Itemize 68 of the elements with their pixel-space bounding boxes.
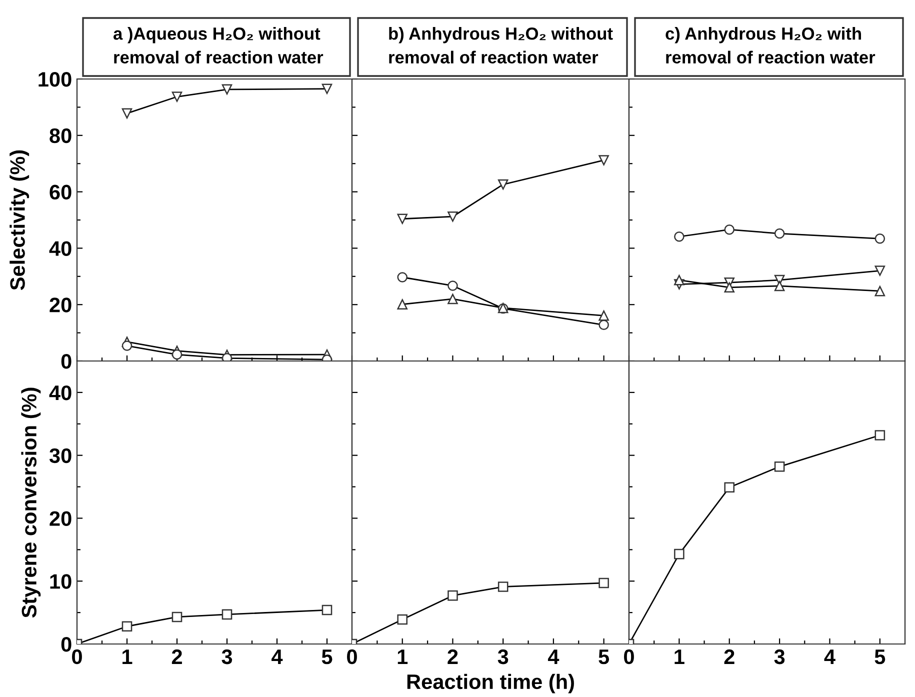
point bbox=[222, 353, 232, 361]
point bbox=[774, 280, 785, 292]
point bbox=[774, 462, 785, 472]
y-tick-label: 0 bbox=[61, 354, 72, 369]
y-tick-label: 20 bbox=[50, 298, 72, 312]
x-axis-title: Reaction time (h) bbox=[407, 674, 574, 694]
point bbox=[874, 266, 886, 276]
x-tick-label: 3 bbox=[774, 649, 785, 664]
point bbox=[448, 294, 458, 304]
point bbox=[774, 228, 785, 239]
x-tick-label: 5 bbox=[874, 650, 886, 664]
point bbox=[172, 349, 182, 360]
point bbox=[674, 548, 684, 560]
point bbox=[448, 590, 458, 601]
x-tick-label: 2 bbox=[448, 649, 458, 664]
x-tick-label: 4 bbox=[272, 650, 283, 664]
x-tick-label: 0 bbox=[624, 649, 634, 664]
x-tick-label: 4 bbox=[548, 650, 560, 664]
y-tick-label: 100 bbox=[38, 72, 72, 87]
point bbox=[598, 155, 609, 166]
y-tick-label: 40 bbox=[49, 241, 72, 256]
y-tick-label: 20 bbox=[50, 511, 72, 526]
x-tick-label: 4 bbox=[824, 650, 836, 664]
point bbox=[448, 280, 458, 291]
y-tick-label: 10 bbox=[50, 574, 72, 589]
point bbox=[598, 310, 609, 321]
point bbox=[874, 286, 886, 296]
point bbox=[724, 482, 735, 493]
point bbox=[674, 232, 684, 242]
point bbox=[322, 84, 332, 94]
y-tick-label: 0 bbox=[61, 637, 72, 652]
chart-title: b) Anhydrous H₂O₂ without removal of reaction water bbox=[389, 27, 613, 64]
x-tick-label: 0 bbox=[347, 649, 357, 664]
point bbox=[874, 233, 886, 244]
point bbox=[222, 84, 232, 95]
y-tick-label: 40 bbox=[49, 385, 72, 400]
point bbox=[122, 108, 132, 119]
point bbox=[397, 272, 408, 282]
chart-title: a )Aqueous H₂O₂ without removal of reaction water bbox=[114, 27, 324, 64]
x-tick-label: 1 bbox=[398, 650, 408, 664]
x-tick-label: 3 bbox=[222, 649, 232, 664]
point bbox=[172, 92, 182, 102]
x-tick-label: 0 bbox=[72, 649, 82, 664]
y-tick-label: 30 bbox=[49, 448, 72, 464]
x-tick-label: 1 bbox=[674, 650, 684, 664]
x-tick-label: 1 bbox=[122, 650, 132, 664]
x-tick-label: 2 bbox=[724, 649, 734, 664]
y-tick-label: 80 bbox=[50, 128, 72, 144]
point bbox=[397, 214, 408, 224]
point bbox=[724, 224, 735, 235]
point bbox=[598, 578, 609, 588]
point bbox=[448, 211, 458, 222]
point bbox=[122, 340, 132, 351]
x-tick-label: 2 bbox=[172, 649, 182, 664]
point bbox=[674, 274, 684, 286]
chart-title: c) Anhydrous H₂O₂ with removal of reaction water bbox=[666, 27, 876, 64]
point bbox=[498, 582, 508, 592]
point bbox=[498, 179, 508, 190]
y-axis-title: Styrene conversion (%) bbox=[21, 388, 41, 618]
y-axis-title: Selectivity (%) bbox=[10, 150, 30, 290]
point bbox=[598, 320, 609, 330]
x-tick-label: 5 bbox=[598, 650, 610, 664]
y-tick-label: 60 bbox=[50, 184, 72, 200]
x-tick-label: 5 bbox=[322, 650, 332, 664]
point bbox=[397, 299, 408, 310]
point bbox=[874, 430, 886, 440]
x-tick-label: 3 bbox=[498, 649, 508, 664]
point bbox=[724, 282, 735, 293]
